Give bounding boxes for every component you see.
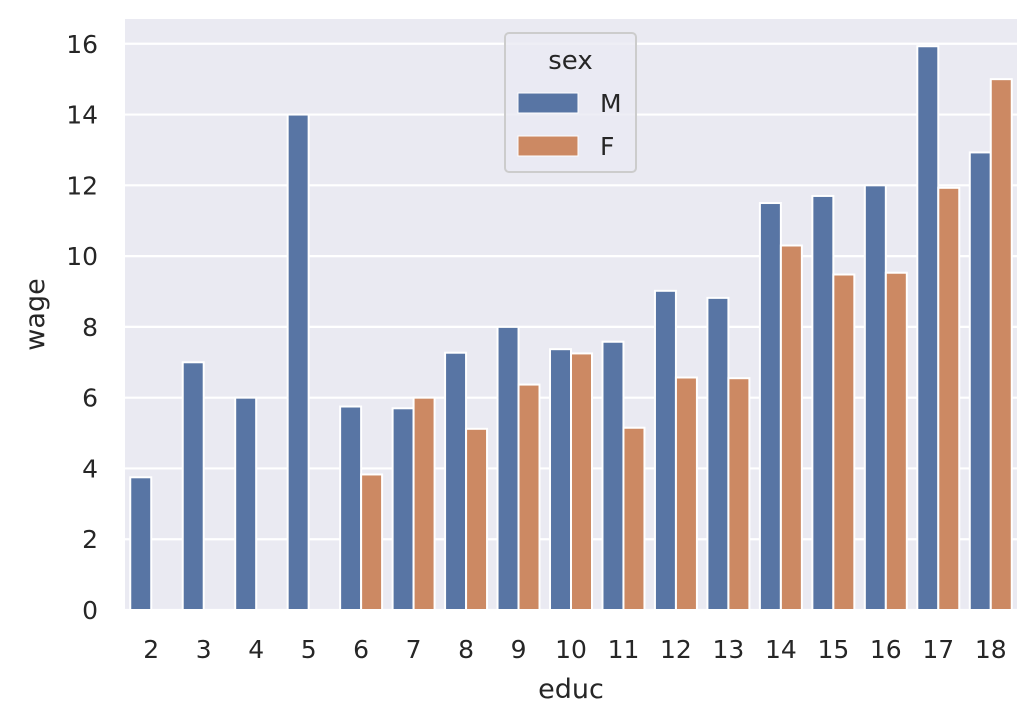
x-tick-label: 10 (555, 635, 587, 664)
y-tick-label: 4 (82, 454, 98, 483)
x-tick-label: 5 (301, 635, 317, 664)
bar-M-5 (286, 113, 310, 611)
legend-label-F: F (600, 132, 614, 161)
legend-title: sex (548, 46, 592, 76)
legend-swatch-F (517, 135, 579, 157)
y-tick-label: 8 (82, 313, 98, 342)
bar-M-8 (444, 351, 468, 611)
x-tick-label: 11 (608, 635, 640, 664)
bar-M-7 (391, 407, 415, 611)
y-tick-label: 12 (66, 171, 98, 200)
bar-F-16 (884, 271, 908, 611)
x-tick-label: 4 (248, 635, 264, 664)
bar-M-18 (968, 151, 992, 611)
bars (129, 45, 1013, 612)
y-tick-labels: 0 2 4 6 8 10 12 14 16 (66, 30, 98, 625)
x-tick-label: 13 (713, 635, 745, 664)
legend-items: MF (517, 89, 622, 161)
legend-swatch-M (517, 92, 579, 114)
bar-F-6 (360, 473, 384, 612)
x-tick-label: 3 (196, 635, 212, 664)
bar-F-12 (674, 376, 698, 612)
x-tick-label: 6 (353, 635, 369, 664)
y-tick-label: 10 (66, 242, 98, 271)
x-tick-label: 17 (922, 635, 954, 664)
bar-F-18 (989, 78, 1013, 611)
x-axis-label: educ (538, 674, 604, 705)
legend: sex MF (504, 32, 637, 173)
bar-M-4 (234, 396, 258, 611)
x-tick-label: 7 (406, 635, 422, 664)
y-axis-label: wage (20, 278, 51, 350)
bar-M-13 (706, 296, 730, 611)
bar-M-6 (339, 405, 363, 611)
x-tick-label: 18 (975, 635, 1007, 664)
bar-M-2 (129, 476, 153, 611)
bar-M-9 (496, 325, 520, 611)
bar-F-8 (465, 427, 489, 611)
x-tick-label: 8 (458, 635, 474, 664)
legend-label-M: M (600, 89, 622, 118)
x-tick-label: 16 (870, 635, 902, 664)
x-tick-labels: 2 3 4 5 6 7 8 9 10 11 12 13 14 15 16 17 18 (143, 635, 1006, 664)
x-tick-label: 9 (511, 635, 527, 664)
bar-F-13 (727, 377, 751, 611)
bar-F-9 (517, 383, 541, 611)
bar-M-3 (181, 361, 205, 611)
y-tick-label: 0 (82, 596, 98, 625)
x-tick-label: 15 (817, 635, 849, 664)
x-tick-label: 2 (143, 635, 159, 664)
bar-F-10 (570, 352, 593, 611)
y-tick-label: 6 (82, 384, 98, 413)
y-tick-label: 14 (66, 101, 98, 130)
bar-F-17 (937, 186, 961, 611)
bar-M-10 (549, 348, 573, 611)
y-tick-label: 2 (82, 525, 98, 554)
bar-F-7 (412, 396, 436, 611)
x-tick-label: 12 (660, 635, 692, 664)
bar-M-17 (916, 45, 940, 612)
bar-F-11 (622, 426, 646, 611)
bar-M-15 (811, 194, 835, 611)
bar-M-16 (863, 184, 887, 611)
bar-M-12 (653, 289, 677, 611)
y-tick-label: 16 (66, 30, 98, 59)
bar-M-14 (758, 202, 782, 611)
bar-M-11 (601, 340, 625, 611)
x-tick-label: 14 (765, 635, 797, 664)
bar-F-14 (779, 244, 803, 611)
bar-F-15 (832, 273, 856, 611)
